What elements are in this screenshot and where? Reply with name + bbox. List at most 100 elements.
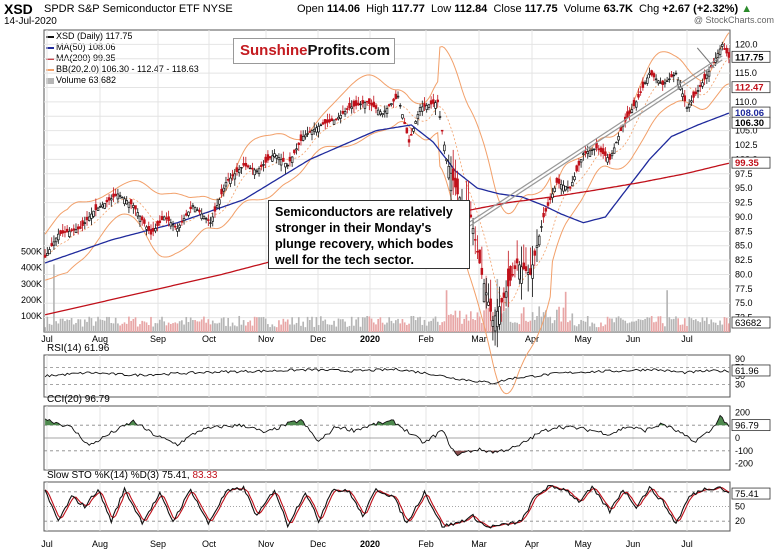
volume-bar <box>454 310 457 332</box>
candle-body <box>244 162 248 167</box>
volume-bar <box>714 322 717 332</box>
candle-body <box>635 101 638 108</box>
volume-bar <box>628 322 631 332</box>
volume-bar <box>412 315 415 332</box>
volume-bar <box>675 316 677 332</box>
volume-bar <box>218 322 221 332</box>
candle-body <box>74 229 78 233</box>
volume-bar <box>295 322 298 332</box>
candle-body <box>654 78 658 81</box>
volume-bar <box>677 318 679 332</box>
logo-part-2: Profits.com <box>307 42 391 59</box>
volume-bar <box>706 317 708 332</box>
candle-body <box>394 93 398 99</box>
volume-bar <box>350 316 353 332</box>
volume-bar <box>703 320 706 332</box>
volume-bar <box>461 323 463 332</box>
x-tick-label-bottom: Jul <box>681 539 693 549</box>
volume-bar <box>260 317 263 332</box>
volume-bar <box>439 325 441 332</box>
volume-bar <box>560 321 563 332</box>
candle-body <box>346 108 349 110</box>
volume-bar <box>88 316 91 332</box>
candle-body <box>335 118 338 121</box>
candle-body <box>615 141 618 144</box>
candle-body <box>290 156 294 163</box>
volume-bar <box>79 319 82 332</box>
candle-body <box>683 95 687 102</box>
volume-bar <box>507 283 510 332</box>
candle-body <box>143 219 146 224</box>
candle-body <box>423 103 426 107</box>
cci-line <box>44 414 730 457</box>
candle-body <box>562 184 565 192</box>
volume-bar <box>666 290 668 332</box>
candle-body <box>81 220 84 226</box>
sto-last-tag <box>731 487 771 500</box>
volume-bar <box>64 321 66 332</box>
candle-body <box>398 105 402 107</box>
candle-body <box>149 229 153 235</box>
volume-bar <box>626 323 629 332</box>
volume-bar <box>375 324 377 332</box>
candle-body <box>612 147 616 154</box>
volume-bar <box>119 325 121 332</box>
volume-bar <box>359 326 362 332</box>
candle-body <box>284 162 287 168</box>
volume-bar <box>245 325 247 332</box>
candle-body <box>427 104 431 108</box>
volume-last-tag <box>731 316 771 329</box>
candle-body <box>277 157 281 161</box>
volume-bar <box>267 324 269 332</box>
volume-bar <box>311 316 313 332</box>
volume-bar <box>238 315 241 332</box>
volume-bar <box>55 321 57 332</box>
candle-body <box>253 169 256 176</box>
candle-body <box>363 102 367 109</box>
price-tick-label: 115.0 <box>735 68 757 78</box>
candle-body <box>85 216 89 221</box>
x-tick-label: Oct <box>202 334 217 344</box>
volume-bar <box>681 324 684 332</box>
volume-bar <box>207 319 210 332</box>
volume-bar <box>106 316 108 332</box>
candle-body <box>665 80 669 82</box>
candle-body <box>306 133 309 135</box>
candle-body <box>191 205 195 208</box>
cci-oversold-fill <box>45 450 729 456</box>
candle-body <box>352 100 356 107</box>
cci-title: CCI(20) 96.79 <box>47 394 110 405</box>
candle-body <box>59 230 62 234</box>
candle-body <box>288 156 292 162</box>
candle-body <box>593 148 596 151</box>
x-tick-label-bottom: 2020 <box>360 539 380 549</box>
candle-body <box>544 208 548 212</box>
volume-bar <box>401 319 404 332</box>
high-value: 117.77 <box>391 3 425 15</box>
price-tick-label: 110.0 <box>735 97 757 107</box>
candle-body <box>685 107 689 109</box>
volume-bar <box>661 323 664 332</box>
volume-bar <box>132 318 135 332</box>
candle-body <box>72 228 76 231</box>
sto-title: Slow STO %K(14) %D(3) 75.41, 83.33 <box>47 470 218 481</box>
close-label: Close <box>493 3 522 15</box>
candle-body <box>226 178 230 181</box>
x-tick-label-bottom: Oct <box>202 539 217 549</box>
volume-bar <box>423 319 426 332</box>
candle-body <box>553 187 556 192</box>
volume-bar <box>388 317 391 332</box>
last-close-tag <box>731 50 771 63</box>
volume-bar <box>383 324 386 332</box>
volume-value: 63.7K <box>603 3 633 15</box>
volume-bar <box>622 319 624 332</box>
price-tick-label: 95.0 <box>735 183 753 193</box>
volume-bar <box>617 316 620 332</box>
candle-body <box>557 178 561 184</box>
volume-bar <box>81 326 84 332</box>
logo-part-1: Sunshine <box>240 42 308 59</box>
change-value: +2.67 (+2.32%) <box>662 3 739 15</box>
volume-bar <box>286 319 289 332</box>
candle-body <box>299 134 303 141</box>
volume-bar <box>721 324 724 332</box>
